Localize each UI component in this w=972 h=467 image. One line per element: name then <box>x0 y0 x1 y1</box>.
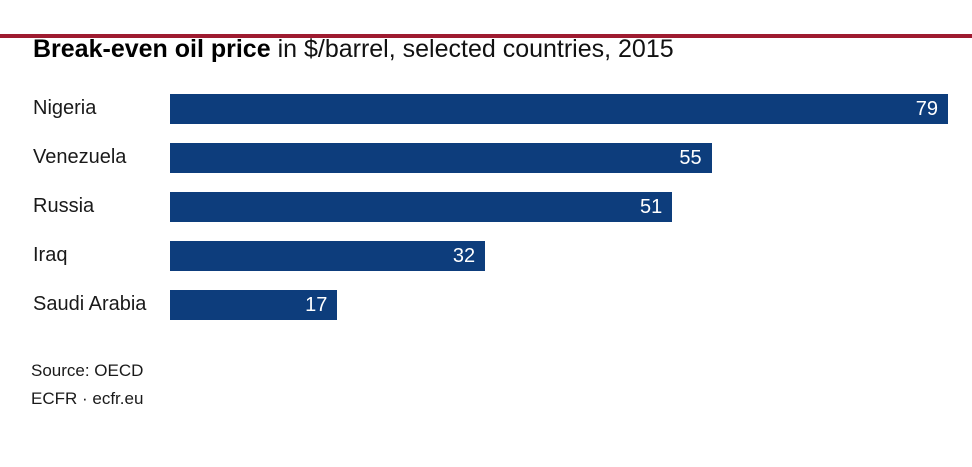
bar-track: 51 <box>170 191 948 222</box>
footer: Source: OECD ECFR · ecfr.eu <box>31 357 972 413</box>
bar-value-label: 51 <box>640 195 663 218</box>
chart-title-subtitle: in $/barrel, selected countries, 2015 <box>270 35 674 63</box>
bar-venezuela: 55 <box>170 142 712 173</box>
country-label: Nigeria <box>33 97 97 119</box>
bar-track: 17 <box>170 289 948 320</box>
bar-track: 32 <box>170 240 948 271</box>
bar-row: Russia 51 <box>0 191 972 222</box>
bar-value-label: 79 <box>915 97 938 120</box>
country-label: Russia <box>33 195 95 217</box>
bar-iraq: 32 <box>170 240 486 271</box>
bar-row: Nigeria 79 <box>0 93 972 124</box>
source-note: Source: OECD <box>31 360 144 380</box>
brand-note: ECFR · ecfr.eu <box>31 388 144 408</box>
bar-russia: 51 <box>170 191 673 222</box>
country-label: Saudi Arabia <box>33 293 147 315</box>
country-label: Venezuela <box>33 146 127 168</box>
bar-value-label: 55 <box>679 146 702 169</box>
bar-value-label: 32 <box>452 244 476 267</box>
chart-title: Break-even oil price in $/barrel, select… <box>33 34 952 65</box>
chart-page: Break-even oil price in $/barrel, select… <box>0 34 972 413</box>
bar-saudi-arabia: 17 <box>170 289 338 320</box>
bar-row: Venezuela 55 <box>0 142 972 173</box>
brand-top-rule <box>0 34 972 38</box>
chart-title-bold: Break-even oil price <box>33 35 271 63</box>
bar-nigeria: 79 <box>170 93 948 124</box>
country-label: Iraq <box>33 244 68 266</box>
bar-track: 55 <box>170 142 948 173</box>
bar-row: Iraq 32 <box>0 240 972 271</box>
bar-chart: Nigeria 79 Venezuela 55 Russia 51 Iraq <box>0 93 972 320</box>
bar-row: Saudi Arabia 17 <box>0 289 972 320</box>
bar-track: 79 <box>170 93 948 124</box>
bar-value-label: 17 <box>305 293 328 316</box>
